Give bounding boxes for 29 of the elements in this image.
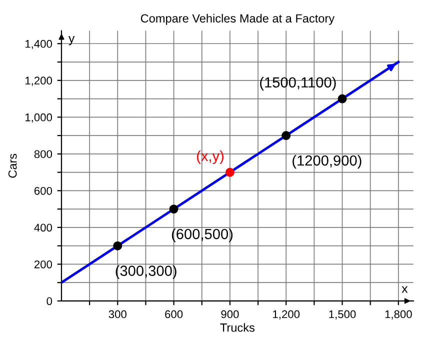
x-tick-label: 1,800 [385,310,412,320]
point [113,241,122,250]
x-tick-label: 1,500 [329,310,356,320]
x-tick-label: 1,200 [273,310,300,320]
annotation: (1200,900) [292,154,362,169]
annotation: (300,300) [116,265,176,279]
y-tick-label: 1,000 [25,113,52,123]
y-tick-label: 800 [34,150,52,158]
y-axis-title: Cars [8,154,17,178]
y-tick-label: 200 [34,260,52,268]
y-tick-label: 0 [46,297,52,306]
point [338,94,347,104]
chart-title: Compare Vehicles Made at a Factory [140,14,335,25]
annotation: (x,y) [196,150,224,164]
y-tick-label: 1,200 [25,76,52,86]
point [169,204,178,214]
y-tick-label: 1,400 [25,40,52,50]
annotation: x [402,286,408,293]
annotation: (600,500) [172,228,233,242]
x-axis-title: Trucks [220,323,254,332]
x-tick-label: 900 [221,310,239,318]
point [282,131,291,140]
y-tick-label: 600 [34,186,52,195]
annotation: (1500,1100) [260,76,336,90]
y-tick-label: 400 [34,224,52,232]
x-tick-label: 300 [108,310,126,318]
annotation: y [68,36,75,46]
x-tick-label: 600 [165,310,183,318]
point [225,168,234,177]
